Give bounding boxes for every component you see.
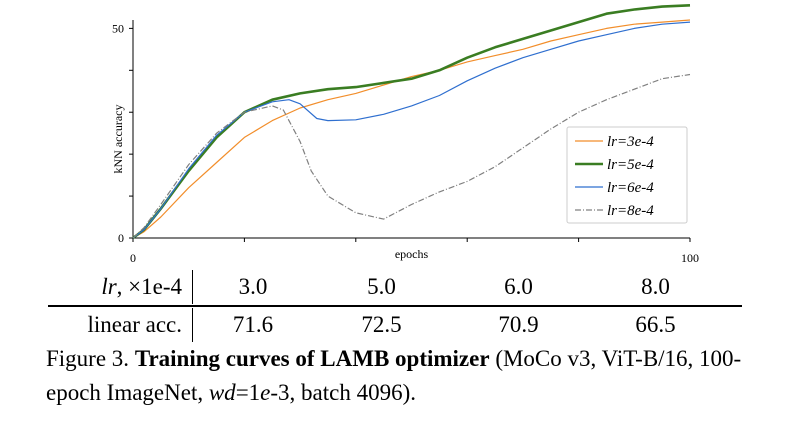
caption-title: Training curves of LAMB optimizer (134, 346, 490, 371)
training-curves-chart: 0 100 0 50 epochs kNN accuracy lr=3e-4 lr=5e-4… (111, 4, 699, 265)
x-tick-label: 100 (681, 251, 699, 265)
legend-label: lr=6e-4 (607, 180, 654, 196)
series-line (132, 4, 691, 240)
legend-label: lr=5e-4 (607, 157, 654, 173)
table-header-row: lr, ×1e-4 3.0 5.0 6.0 8.0 (48, 270, 742, 304)
table-lr-cell: 6.0 (504, 274, 533, 299)
chart-axes: 0 100 0 50 epochs kNN accuracy (111, 20, 699, 265)
table-acc-cell: 70.9 (498, 312, 539, 337)
table-vertical-rule (192, 308, 193, 342)
table-header-label: lr, ×1e-4 (48, 274, 182, 300)
lr-symbol: lr (101, 274, 117, 299)
legend-label: lr=3e-4 (607, 134, 654, 150)
caption-text: (MoCo v3, ViT-B/16, 100-epoch ImageNet, (46, 346, 742, 405)
y-tick-label: 50 (112, 21, 124, 35)
table-row-label: linear acc. (87, 312, 182, 337)
table-horizontal-rule (48, 305, 742, 307)
table-lr-cell: 3.0 (238, 274, 268, 299)
caption-text: =1 (235, 380, 261, 405)
series-layer (132, 4, 691, 240)
table-body-row: linear acc. 71.6 72.5 70.9 66.5 (48, 308, 742, 342)
series-line (132, 73, 691, 239)
x-tick-label: 0 (130, 251, 136, 265)
x-axis-label: epochs (395, 247, 429, 261)
y-tick-label: 0 (118, 231, 124, 245)
results-table: lr, ×1e-4 3.0 5.0 6.0 8.0 linear acc. 71… (48, 270, 742, 342)
figure-caption: Figure 3. Training curves of LAMB optimi… (46, 342, 766, 410)
y-axis-label: kNN accuracy (111, 105, 125, 174)
table-acc-cell: 71.6 (232, 312, 274, 337)
legend-label: lr=8e-4 (607, 203, 654, 219)
lr-unit-label: , ×1e-4 (116, 274, 182, 299)
caption-wd-symbol: wd (208, 380, 236, 405)
table-acc-cell: 66.5 (635, 312, 676, 337)
table-acc-cell: 72.5 (361, 312, 402, 337)
chart-legend: lr=3e-4 lr=5e-4 lr=6e-4 lr=8e-4 (566, 126, 688, 224)
table-lr-cell: 5.0 (367, 274, 396, 299)
legend-box (566, 126, 688, 224)
caption-e-symbol: e (260, 380, 271, 405)
caption-prefix: Figure 3. (46, 346, 135, 371)
series-line (132, 21, 691, 239)
table-vertical-rule (192, 270, 193, 304)
table-lr-cell: 8.0 (641, 274, 670, 299)
caption-text: -3, batch 4096). (270, 380, 417, 405)
